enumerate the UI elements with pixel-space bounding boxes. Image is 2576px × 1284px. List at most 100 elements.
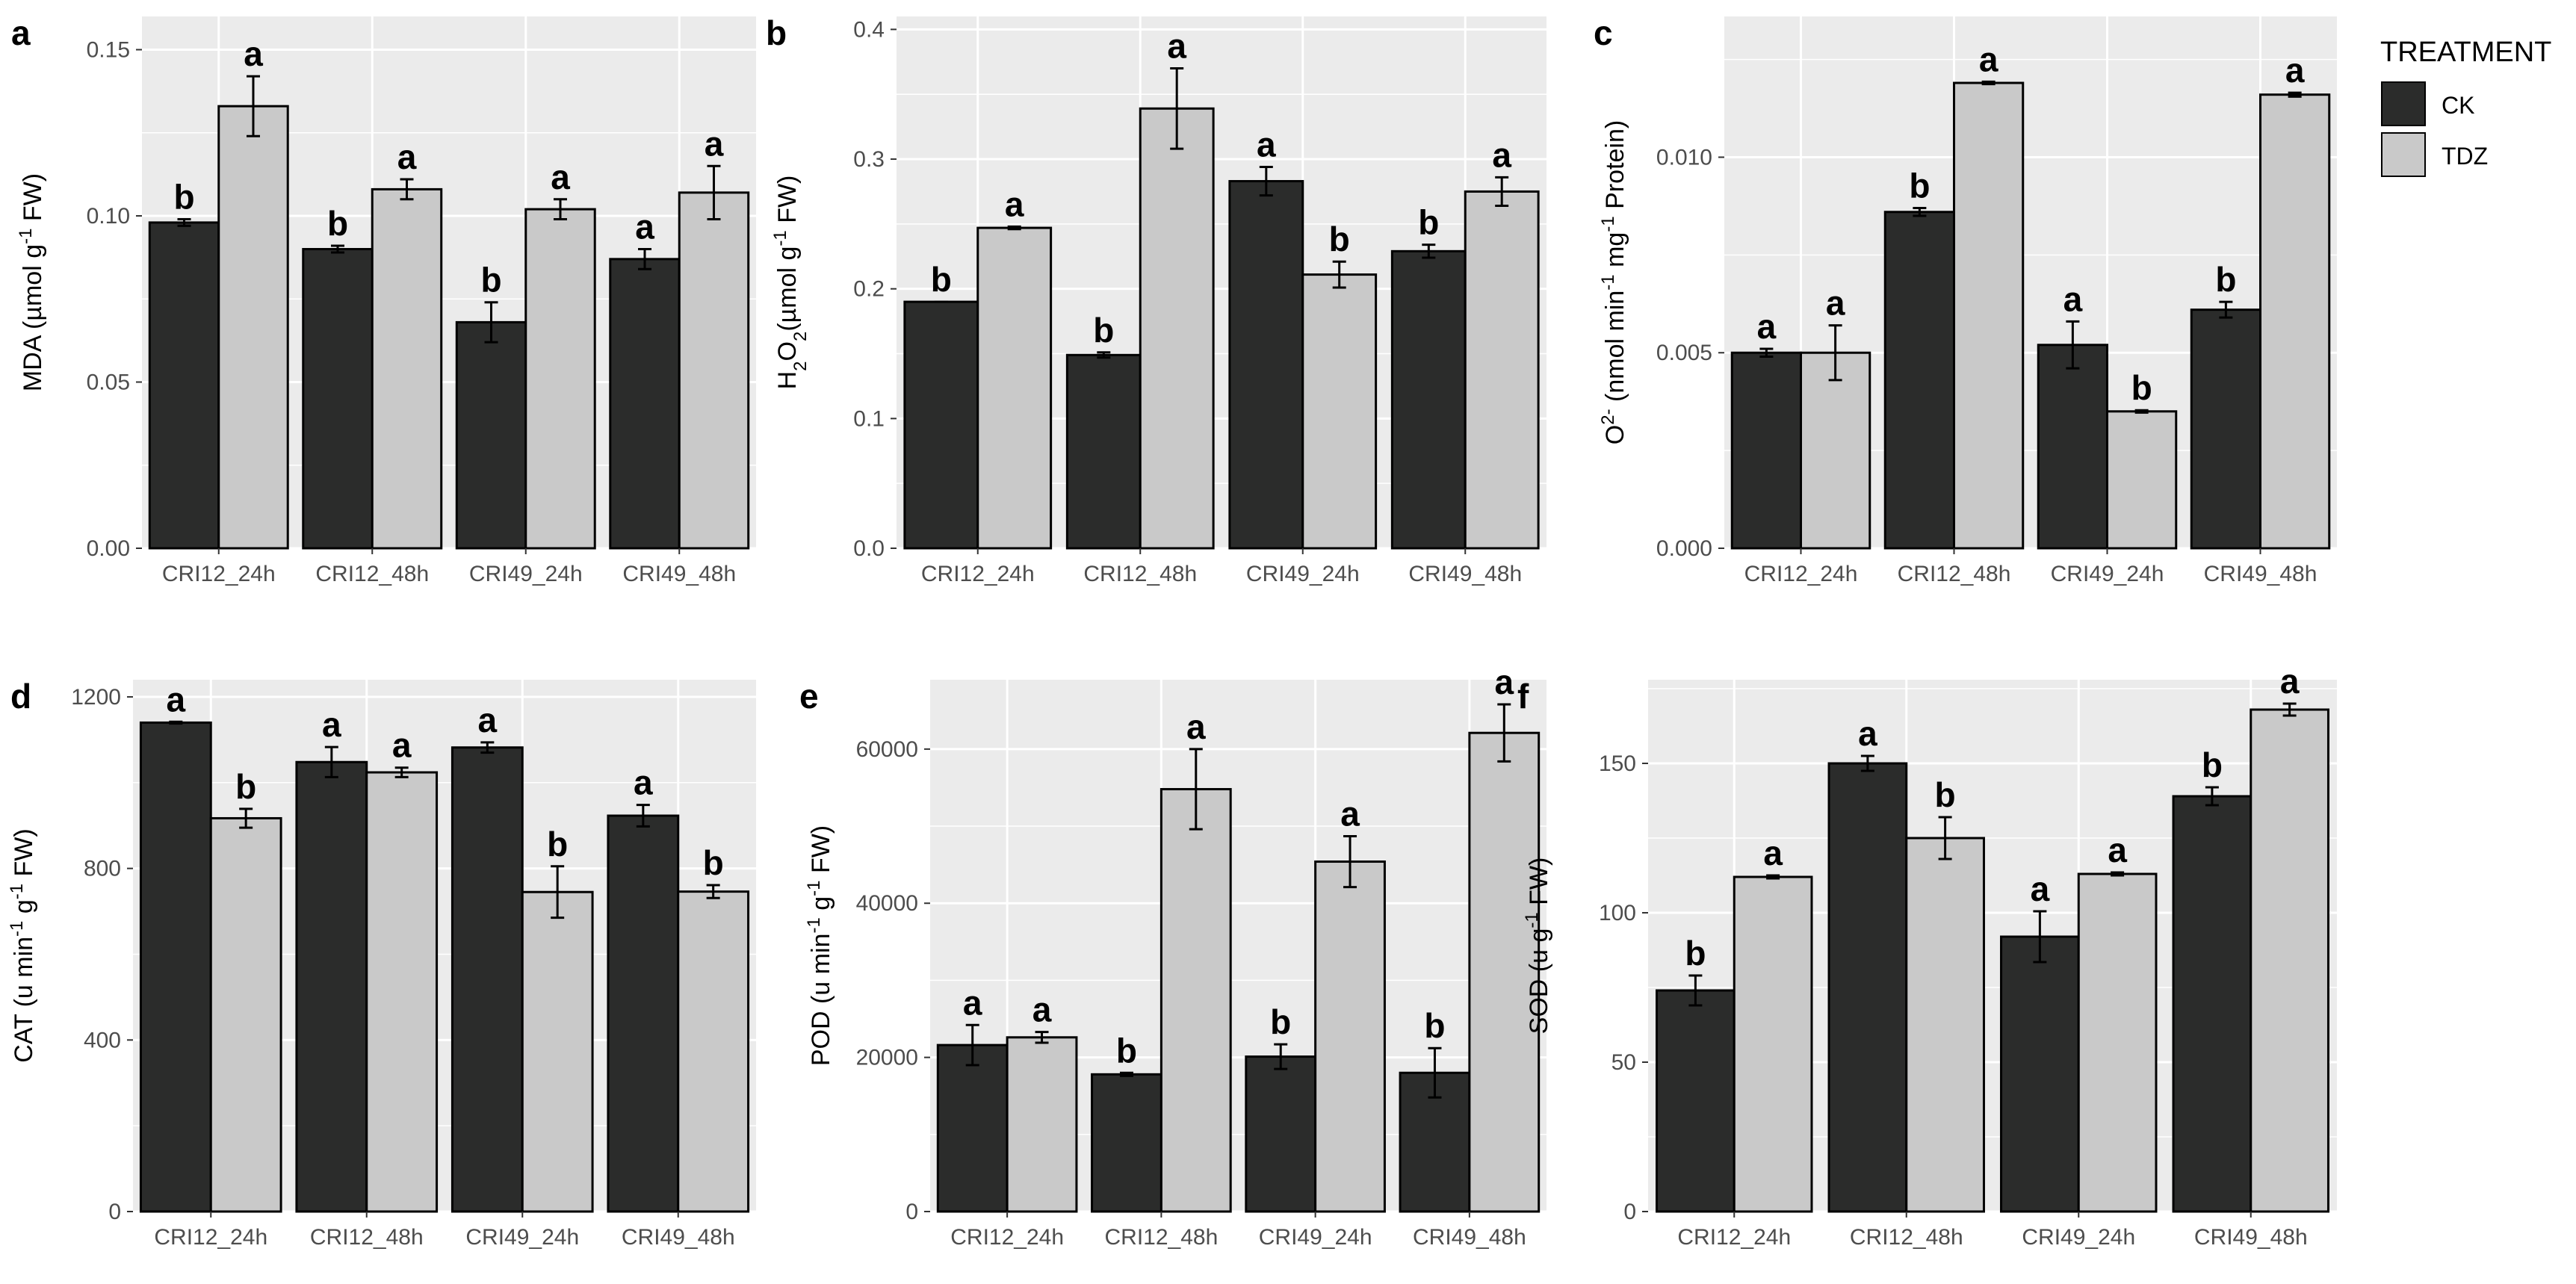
legend-title: TREATMENT xyxy=(2380,37,2551,68)
error-bar xyxy=(2033,910,2047,964)
bar-tdz-CRI12_48h xyxy=(371,187,443,550)
error-bar xyxy=(394,766,409,778)
bar-ck-CRI12_48h xyxy=(1091,1073,1162,1213)
x-tick-label: CRI12_48h xyxy=(315,562,429,586)
significance-letter: a xyxy=(478,701,498,739)
y-tick-label: 0.000 xyxy=(1656,536,1712,561)
error-bar xyxy=(1274,1043,1288,1070)
error-bar xyxy=(1007,225,1021,231)
significance-letter: a xyxy=(1032,990,1052,1029)
x-tick-label: CRI49_24h xyxy=(2051,562,2164,586)
significance-letter: b xyxy=(1424,1006,1445,1045)
y-axis-title: POD (u min-1 g-1 FW) xyxy=(804,825,836,1066)
y-tick-label: 0.4 xyxy=(853,17,885,42)
error-bar xyxy=(553,198,567,220)
bar-ck-CRI12_48h xyxy=(302,248,374,550)
bar-ck-CRI49_48h xyxy=(2172,795,2253,1213)
bar-ck-CRI12_24h xyxy=(903,300,979,550)
panel-e: 0 20000 40000 60000 a a CRI12_24h b a CRI12_48h b a… xyxy=(799,663,1546,1250)
y-axis-title: MDA (µmol g-1 FW) xyxy=(16,173,48,391)
x-tick-label: CRI12_48h xyxy=(1083,562,1197,586)
y-tick-label: 800 xyxy=(84,857,121,881)
significance-letter: a xyxy=(2280,662,2300,701)
significance-letter: a xyxy=(1167,26,1186,65)
x-tick-label: CRI49_48h xyxy=(2204,562,2318,586)
error-bar xyxy=(1981,80,1996,86)
legend-swatch-tdz xyxy=(2381,132,2426,177)
error-bar xyxy=(324,745,338,778)
error-bar xyxy=(1938,816,1952,860)
error-bar xyxy=(480,741,495,754)
y-axis-title: SOD (u g-1 FW) xyxy=(1522,857,1554,1035)
bar-tdz-CRI12_48h xyxy=(1139,107,1215,550)
panel-b: 0.0 0.1 0.2 0.3 0.4 b a CRI12_24h b a CRI12_48h a b C… xyxy=(766,13,1546,586)
error-bar xyxy=(2205,786,2219,807)
bar-ck-CRI12_24h xyxy=(936,1043,1009,1213)
significance-letter: a xyxy=(1340,794,1360,833)
panel-c: 0.000 0.005 0.010 a a CRI12_24h b a CRI12_48h a b C… xyxy=(1594,13,2337,586)
panel-label: f xyxy=(1517,677,1529,716)
x-tick-label: CRI49_48h xyxy=(622,1225,735,1250)
bar-ck-CRI12_48h xyxy=(1065,353,1142,550)
panel-label: b xyxy=(766,13,787,52)
bar-ck-CRI49_24h xyxy=(2000,935,2080,1213)
y-tick-label: 0 xyxy=(108,1200,121,1224)
bar-tdz-CRI49_48h xyxy=(2250,708,2329,1213)
y-tick-label: 50 xyxy=(1611,1050,1636,1075)
y-tick-label: 20000 xyxy=(856,1046,918,1070)
x-tick-label: CRI12_24h xyxy=(1677,1225,1791,1250)
y-tick-label: 60000 xyxy=(856,737,918,762)
error-bar xyxy=(707,164,721,220)
legend-swatch-ck xyxy=(2381,81,2426,126)
error-bar xyxy=(1035,1031,1049,1044)
significance-letter: b xyxy=(1685,934,1706,973)
significance-letter: b xyxy=(931,260,952,299)
error-bar xyxy=(484,301,498,344)
y-tick-label: 400 xyxy=(84,1028,121,1052)
error-bar xyxy=(2282,702,2297,717)
significance-letter: a xyxy=(2063,279,2083,318)
x-tick-label: CRI49_24h xyxy=(1246,562,1360,586)
bar-ck-CRI12_24h xyxy=(139,721,212,1213)
bar-ck-CRI49_24h xyxy=(1228,180,1304,550)
y-tick-label: 40000 xyxy=(856,891,918,916)
bar-tdz-CRI12_48h xyxy=(1953,81,2025,550)
significance-letter: a xyxy=(635,208,654,246)
error-bar xyxy=(1860,754,1874,772)
y-axis-title: CAT (u min-1 g-1 FW) xyxy=(7,828,39,1062)
x-tick-label: CRI49_24h xyxy=(2022,1225,2135,1250)
error-bar xyxy=(1097,351,1111,359)
bar-tdz-CRI12_24h xyxy=(1006,1036,1078,1213)
bar-ck-CRI12_24h xyxy=(148,221,220,550)
bar-ck-CRI12_48h xyxy=(1827,762,1908,1213)
significance-letter: a xyxy=(634,763,653,802)
error-bar xyxy=(1428,1046,1442,1099)
y-axis-title: O2- (nmol min-1 mg-1 Protein) xyxy=(1598,120,1630,444)
bar-ck-CRI49_48h xyxy=(607,814,680,1213)
error-bar xyxy=(551,865,565,919)
significance-letter: b xyxy=(547,825,568,863)
y-tick-label: 0.10 xyxy=(87,204,130,229)
y-tick-label: 0.1 xyxy=(853,406,885,431)
error-bar xyxy=(1259,165,1273,197)
significance-letter: a xyxy=(1826,284,1845,323)
significance-letter: a xyxy=(1186,707,1206,746)
significance-letter: a xyxy=(1763,834,1783,872)
bar-tdz-CRI12_24h xyxy=(209,816,282,1213)
significance-letter: b xyxy=(2202,745,2223,784)
bar-tdz-CRI49_48h xyxy=(677,890,750,1213)
legend-label-ck: CK xyxy=(2442,92,2474,119)
significance-letter: a xyxy=(1492,135,1511,174)
error-bar xyxy=(331,244,345,254)
x-tick-label: CRI12_24h xyxy=(154,1225,267,1250)
x-tick-label: CRI12_48h xyxy=(1850,1225,1963,1250)
error-bar xyxy=(1332,260,1346,289)
error-bar xyxy=(177,217,191,227)
significance-letter: b xyxy=(1093,311,1114,350)
error-bar xyxy=(246,75,260,137)
error-bar xyxy=(1422,244,1436,259)
error-bar xyxy=(2288,91,2302,98)
bar-tdz-CRI49_24h xyxy=(524,208,596,550)
significance-letter: b xyxy=(2131,368,2152,407)
